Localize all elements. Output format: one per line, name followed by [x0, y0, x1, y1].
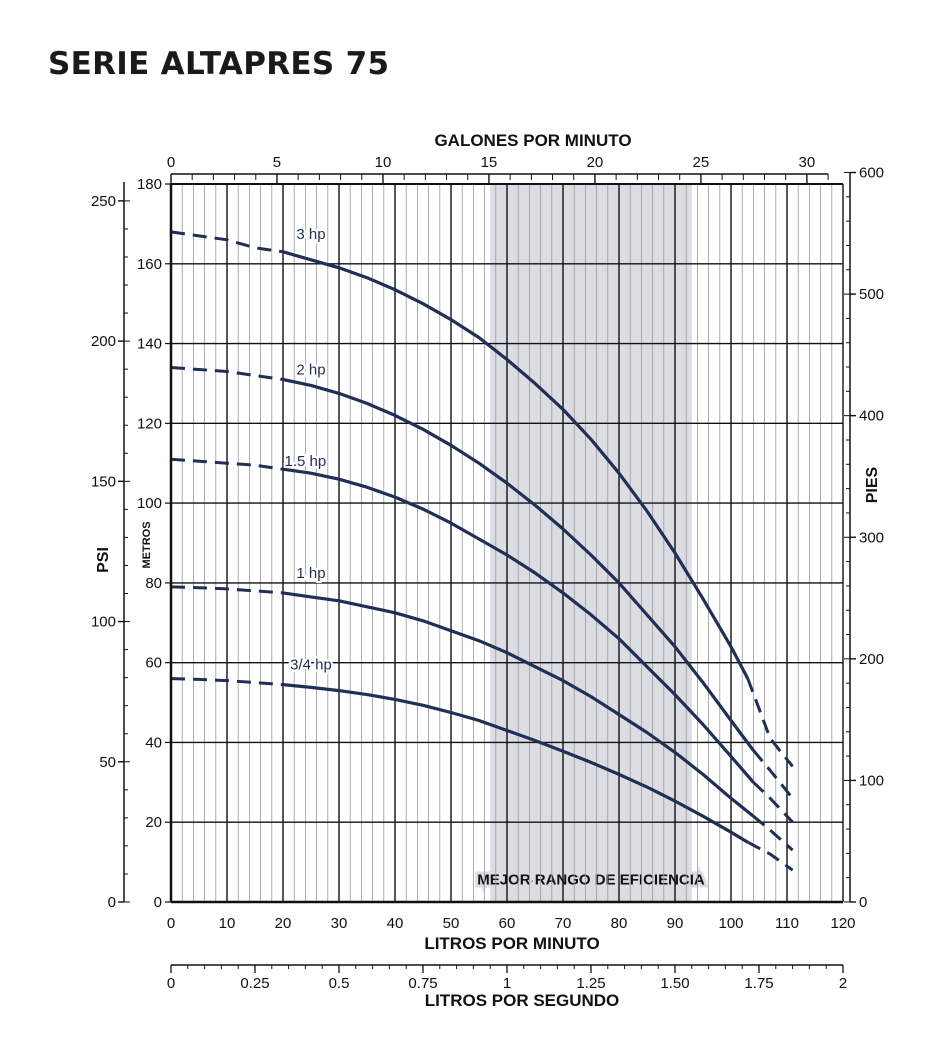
y-tick-label: 140	[137, 336, 162, 353]
top-axis-title: GALONES POR MINUTO	[434, 131, 631, 150]
efficiency-band	[490, 184, 692, 902]
efficiency-arrow-left	[493, 877, 502, 885]
metros-axis-title: METROS	[141, 521, 153, 568]
efficiency-arrow-right	[680, 877, 689, 885]
pies-tick-label: 600	[859, 165, 884, 182]
curve-layer: 3 hp 2 hp 1.5 hp 1 hp 3/4 hp	[170, 224, 794, 872]
curve-1-hp-solid	[282, 591, 755, 818]
curve-3-4-hp-solid	[282, 683, 749, 844]
pies-tick-label: 500	[859, 286, 884, 303]
x-tick-label: 120	[830, 915, 855, 932]
x-tick-label: 0	[167, 915, 175, 932]
x-tick-label: 10	[219, 915, 236, 932]
pies-tick-label: 200	[859, 651, 884, 668]
psi-axis-title: PSI	[95, 547, 112, 573]
axis-layer: 0 10 20 30 40 50 60 70 80 90 100 110 120020406080100…	[91, 154, 884, 992]
lps-tick-label: 0	[167, 975, 175, 992]
curve-1-hp-label: 1 hp	[296, 565, 325, 582]
gpm-tick-label: 0	[167, 154, 175, 171]
y-tick-label: 80	[145, 575, 162, 592]
gpm-tick-label: 20	[587, 154, 604, 171]
curve-2-hp-label: 2 hp	[296, 361, 325, 378]
gpm-tick-label: 5	[273, 154, 281, 171]
lps-tick-label: 1.25	[576, 975, 605, 992]
y-tick-label: 120	[137, 415, 162, 432]
pies-tick-label: 400	[859, 408, 884, 425]
gpm-tick-label: 30	[799, 154, 816, 171]
psi-tick-label: 200	[91, 333, 116, 350]
lps-axis-title: LITROS POR SEGUNDO	[425, 991, 620, 1010]
curve-3-hp-dashed-start	[170, 230, 284, 254]
x-tick-label: 70	[555, 915, 572, 932]
curve-1-5-hp-dashed-end	[752, 781, 794, 824]
lps-tick-label: 1.50	[660, 975, 689, 992]
lps-tick-label: 2	[839, 975, 847, 992]
y-tick-label: 40	[145, 734, 162, 751]
curve-1-5-hp-solid	[282, 467, 755, 784]
psi-tick-label: 50	[99, 754, 116, 771]
curve-3-4-hp-label: 3/4 hp	[290, 657, 332, 674]
psi-tick-label: 150	[91, 473, 116, 490]
y-tick-label: 160	[137, 256, 162, 273]
curve-2-hp-solid	[282, 377, 755, 752]
psi-tick-label: 100	[91, 614, 116, 631]
curve-2-hp-dashed-end	[752, 749, 794, 800]
pies-tick-label: 0	[859, 894, 867, 911]
pies-axis-title: PIES	[864, 466, 881, 503]
curve-2-hp-dashed-start	[170, 366, 284, 381]
curve-3-hp-solid	[282, 250, 750, 680]
curve-1-5-hp-label: 1.5 hp	[285, 453, 327, 470]
lps-tick-label: 0.75	[408, 975, 437, 992]
lps-tick-label: 1.75	[744, 975, 773, 992]
gpm-tick-label: 10	[375, 154, 392, 171]
x-tick-label: 100	[718, 915, 743, 932]
x-tick-label: 20	[275, 915, 292, 932]
efficiency-band-layer: MEJOR RANGO DE EFICIENCIA	[474, 184, 708, 902]
x-tick-label: 40	[387, 915, 404, 932]
curve-3-hp-label: 3 hp	[296, 226, 325, 243]
curve-3-4-hp-dashed-start	[170, 677, 284, 687]
efficiency-band-label: MEJOR RANGO DE EFICIENCIA	[477, 872, 705, 889]
curve-1-hp-dashed-end	[752, 815, 794, 852]
curve-1-5-hp-dashed-start	[170, 457, 284, 471]
grid-layer	[170, 183, 844, 903]
x-tick-label: 30	[331, 915, 348, 932]
y-tick-label: 100	[137, 495, 162, 512]
lps-tick-label: 0.25	[240, 975, 269, 992]
curve-1-hp-dashed-start	[170, 585, 284, 595]
y-tick-label: 60	[145, 655, 162, 672]
x-axis-title: LITROS POR MINUTO	[424, 934, 599, 953]
y-tick-label: 0	[154, 894, 162, 911]
lps-tick-label: 1	[503, 975, 511, 992]
gpm-tick-label: 25	[693, 154, 710, 171]
x-tick-label: 80	[611, 915, 628, 932]
y-tick-label: 180	[137, 176, 162, 193]
lps-tick-label: 0.5	[329, 975, 350, 992]
gpm-tick-label: 15	[481, 154, 498, 171]
pies-tick-label: 300	[859, 529, 884, 546]
page-title: SERIE ALTAPRES 75	[48, 46, 390, 82]
pies-tick-label: 100	[859, 772, 884, 789]
x-tick-label: 50	[443, 915, 460, 932]
x-tick-label: 110	[775, 915, 799, 932]
x-tick-label: 90	[667, 915, 684, 932]
psi-tick-label: 250	[91, 193, 116, 210]
x-tick-label: 60	[499, 915, 516, 932]
curve-3-4-hp-dashed-end	[747, 840, 794, 872]
y-tick-label: 20	[145, 814, 162, 831]
psi-tick-label: 0	[108, 894, 116, 911]
